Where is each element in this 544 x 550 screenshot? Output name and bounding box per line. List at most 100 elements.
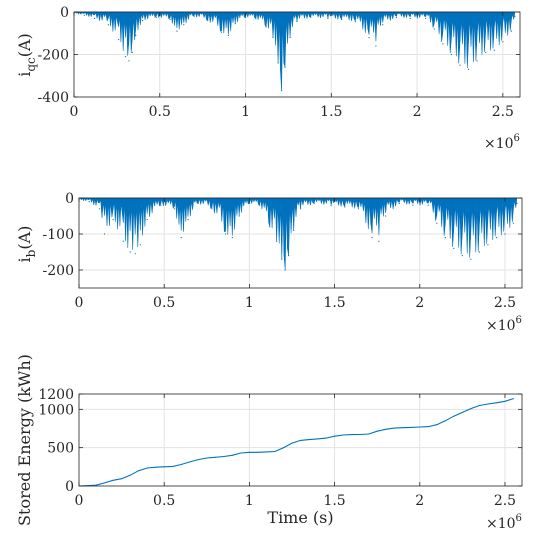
chart1-x-multiplier: ×106 <box>484 133 520 152</box>
chart1-data-point <box>284 66 286 68</box>
chart1-data-point <box>83 14 85 16</box>
chart1-data-point <box>118 39 120 41</box>
chart3-data-point <box>334 435 336 437</box>
chart1-y-tick-label: 0 <box>60 5 69 21</box>
chart3-data-point <box>172 465 174 467</box>
chart3-data-point <box>419 426 421 428</box>
chart3-data-point <box>376 430 378 432</box>
chart1-data-point <box>227 34 229 36</box>
chart1-data-point <box>368 36 370 39</box>
chart1-data-point <box>280 90 283 92</box>
chart2-data-point <box>344 206 346 208</box>
chart1-data-point <box>327 17 329 19</box>
chart2-y-tick-label: -200 <box>43 263 74 279</box>
chart3-data-point <box>163 466 165 468</box>
chart1-data-point <box>207 19 209 22</box>
chart2-x-tick-label: 0.5 <box>153 295 175 311</box>
chart2-y-axis-label: ib(A) <box>15 226 38 263</box>
chart1-data-point <box>296 20 298 23</box>
chart2-data-point <box>378 240 380 242</box>
chart1: 0 0.5 1 1.5 2 2.5 -400 -200 0 iqc(A) ×106 <box>15 5 521 152</box>
chart1-data-point <box>220 31 223 33</box>
chart2-series-area <box>78 197 518 271</box>
chart1-data-point <box>93 17 96 19</box>
chart2-data-point <box>281 258 283 260</box>
chart3-data-point <box>495 402 497 404</box>
chart2-data-point <box>88 201 90 203</box>
chart1-data-point <box>442 43 444 45</box>
chart2-x-tick-label: 2.5 <box>494 295 516 311</box>
chart2-data-point <box>504 233 506 235</box>
chart1-x-tick-label: 2.5 <box>492 104 514 120</box>
chart3-data-point <box>282 447 284 449</box>
chart3-data-point <box>385 428 387 430</box>
chart1-data-point <box>135 34 137 36</box>
chart3-data-point <box>393 427 395 429</box>
chart3-data-point <box>317 438 319 440</box>
chart2-data-point <box>470 258 472 260</box>
chart3-data-point <box>291 442 293 444</box>
chart3-data-point <box>368 433 370 435</box>
chart2-data-point <box>330 204 332 206</box>
chart1-data-point <box>244 16 247 18</box>
chart2-data-point <box>122 240 124 242</box>
chart1-x-tick-label: 0 <box>70 104 79 120</box>
chart1-data-point <box>124 56 127 58</box>
chart1-data-point <box>502 41 504 43</box>
chart3-data-point <box>274 451 276 452</box>
chart1-data-point <box>272 36 274 39</box>
chart1-data-point <box>459 64 461 66</box>
chart2-data-point <box>134 253 136 255</box>
chart1-x-tick-label: 2 <box>413 104 422 120</box>
chart3-axes-box <box>78 393 523 487</box>
chart2-data-point <box>478 251 481 253</box>
chart3-data-point <box>138 470 140 472</box>
chart2-data-point <box>427 204 429 206</box>
chart3-data-point <box>342 434 344 436</box>
chart3-data-point <box>206 457 208 459</box>
chart2-data-point <box>299 208 302 210</box>
chart1-data-point <box>183 24 185 26</box>
chart1-x-tick-label: 0.5 <box>149 104 171 120</box>
chart2-data-point <box>112 219 114 221</box>
chart1-data-point <box>142 19 144 22</box>
chart3-x-tick-label: 0 <box>75 493 84 509</box>
chart2-x-tick-label: 0 <box>75 295 84 311</box>
chart3-data-point <box>359 433 361 435</box>
chart2-data-point <box>516 202 518 204</box>
chart1-data-point <box>450 53 452 56</box>
chart1-data-point <box>193 15 195 17</box>
chart3-data-point <box>180 464 182 466</box>
chart3-data-point <box>189 461 191 463</box>
chart3-data-point <box>129 474 131 476</box>
chart2-data-point <box>385 215 387 217</box>
chart3-data-point <box>410 426 412 428</box>
chart3-data-point <box>351 434 353 436</box>
chart1-data-point <box>255 17 257 19</box>
chart2-x-tick-label: 1 <box>245 295 254 311</box>
chart1-data-point <box>409 17 411 19</box>
chart1-data-point <box>234 23 236 25</box>
chart2-data-point <box>238 215 240 217</box>
chart3-y-tick-label: 500 <box>47 441 74 457</box>
chart2-data-point <box>146 219 148 221</box>
chart1-data-point <box>514 15 516 17</box>
chart2-data-point <box>187 219 189 221</box>
chart3-data-point <box>300 439 301 441</box>
chart2-data-point <box>160 204 162 206</box>
chart3-data-point <box>436 424 438 426</box>
chart2-data-point <box>103 233 106 235</box>
chart2-data-point <box>180 237 182 239</box>
chart3-data-point <box>512 398 514 400</box>
chart2-data-point <box>224 233 227 235</box>
chart3-data-point <box>214 456 216 458</box>
chart3-data-point <box>308 439 310 441</box>
chart2-data-point <box>129 251 131 253</box>
chart3-data-point <box>444 420 446 422</box>
chart2-data-point <box>293 229 295 231</box>
chart2-y-tick-label: 0 <box>65 191 74 207</box>
chart2-x-multiplier: ×106 <box>486 315 522 334</box>
chart1-series-area <box>73 11 516 91</box>
chart3-data-point <box>487 403 489 405</box>
